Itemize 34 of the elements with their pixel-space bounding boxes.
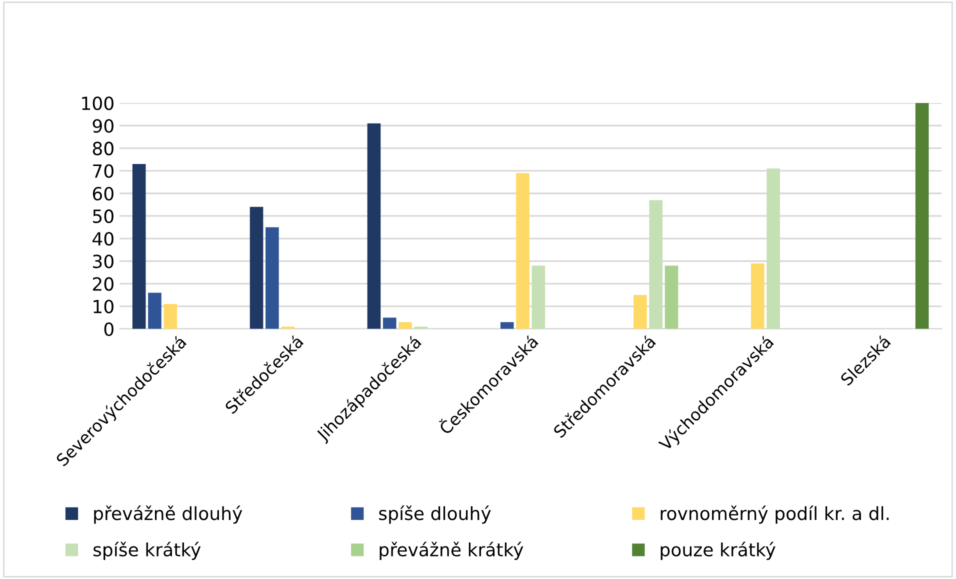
y-tick-label: 80 xyxy=(92,142,114,156)
y-tick-label: 20 xyxy=(92,277,114,291)
y-tick-label: 90 xyxy=(92,119,114,133)
legend-label: spíše dlouhý xyxy=(379,506,491,524)
y-tick-label: 100 xyxy=(82,96,114,110)
bar xyxy=(382,318,396,329)
bar xyxy=(766,168,780,329)
bar xyxy=(500,322,514,329)
bar xyxy=(649,200,663,329)
bar xyxy=(367,123,381,329)
bar xyxy=(532,266,546,329)
y-tick-label: 30 xyxy=(93,254,114,268)
legend-label: převážně krátký xyxy=(380,542,524,560)
bar xyxy=(250,206,264,329)
bar xyxy=(164,304,178,329)
legend-label: pouze krátký xyxy=(660,542,776,560)
bar xyxy=(516,173,530,329)
legend-label: rovnoměrný podíl kr. a dl. xyxy=(660,506,889,524)
y-tick-label: 40 xyxy=(92,232,114,246)
y-tick-label: 50 xyxy=(93,209,114,224)
legend-label: převážně dlouhý xyxy=(94,506,242,524)
bar xyxy=(634,295,647,329)
bar xyxy=(750,263,764,329)
bar xyxy=(915,103,929,329)
bar xyxy=(664,266,678,329)
bar xyxy=(148,292,162,329)
y-tick-label: 70 xyxy=(93,164,114,178)
bar xyxy=(266,227,279,329)
bar xyxy=(398,322,412,329)
bar xyxy=(132,164,146,329)
y-tick-label: 10 xyxy=(94,300,114,314)
y-tick-label: 0 xyxy=(104,322,114,336)
y-tick-label: 60 xyxy=(92,186,114,200)
legend-label: spíše krátký xyxy=(94,542,201,560)
